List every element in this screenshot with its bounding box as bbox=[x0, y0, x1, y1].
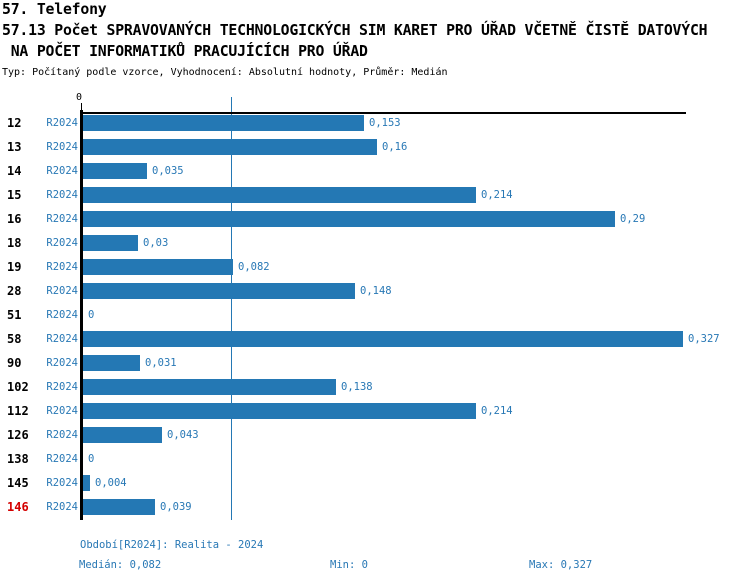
row-bar bbox=[83, 235, 138, 251]
row-series-label: R2024 bbox=[46, 453, 78, 465]
row-value-label: 0,29 bbox=[620, 213, 646, 225]
row-bar bbox=[83, 115, 364, 131]
row-category-label: 16 bbox=[7, 212, 22, 226]
row-bar bbox=[83, 427, 162, 443]
row-value-label: 0,214 bbox=[481, 405, 513, 417]
row-value-label: 0,035 bbox=[152, 165, 184, 177]
report-meta: Typ: Počítaný podle vzorce, Vyhodnocení:… bbox=[2, 67, 448, 78]
row-category-label: 15 bbox=[7, 188, 22, 202]
row-category-label: 28 bbox=[7, 284, 22, 298]
x-axis-top-line bbox=[80, 112, 686, 114]
row-category-label: 138 bbox=[7, 452, 29, 466]
row-category-label: 18 bbox=[7, 236, 22, 250]
row-value-label: 0 bbox=[88, 453, 95, 465]
y-axis-line bbox=[80, 110, 83, 520]
row-series-label: R2024 bbox=[46, 429, 78, 441]
row-bar bbox=[83, 331, 683, 347]
row-series-label: R2024 bbox=[46, 285, 78, 297]
row-series-label: R2024 bbox=[46, 237, 78, 249]
row-value-label: 0,043 bbox=[167, 429, 199, 441]
row-bar bbox=[83, 187, 476, 203]
row-value-label: 0 bbox=[88, 309, 95, 321]
row-bar bbox=[83, 139, 377, 155]
row-series-label: R2024 bbox=[46, 189, 78, 201]
footer-median: Medián: 0,082 bbox=[79, 559, 162, 571]
row-bar bbox=[83, 211, 615, 227]
row-series-label: R2024 bbox=[46, 357, 78, 369]
row-category-label: 126 bbox=[7, 428, 29, 442]
report-title-line-2: NA POČET INFORMATIKŮ PRACUJÍCÍCH PRO ÚŘA… bbox=[2, 43, 368, 60]
row-category-label: 112 bbox=[7, 404, 29, 418]
row-series-label: R2024 bbox=[46, 141, 78, 153]
row-value-label: 0,327 bbox=[688, 333, 720, 345]
row-category-label: 51 bbox=[7, 308, 22, 322]
row-category-label: 19 bbox=[7, 260, 22, 274]
row-value-label: 0,148 bbox=[360, 285, 392, 297]
row-value-label: 0,16 bbox=[382, 141, 408, 153]
row-bar bbox=[83, 355, 140, 371]
row-bar bbox=[83, 475, 90, 491]
row-category-label: 58 bbox=[7, 332, 22, 346]
row-value-label: 0,214 bbox=[481, 189, 513, 201]
footer-max: Max: 0,327 bbox=[529, 559, 593, 571]
report-section-title: 57. Telefony bbox=[2, 1, 107, 18]
row-category-label: 14 bbox=[7, 164, 22, 178]
footer-min: Min: 0 bbox=[330, 559, 368, 571]
row-series-label: R2024 bbox=[46, 477, 78, 489]
zero-tick bbox=[81, 103, 82, 111]
row-value-label: 0,153 bbox=[369, 117, 401, 129]
row-category-label: 145 bbox=[7, 476, 29, 490]
row-bar bbox=[83, 499, 155, 515]
row-bar bbox=[83, 163, 147, 179]
row-bar bbox=[83, 259, 233, 275]
row-bar bbox=[83, 379, 336, 395]
report-title-line-1: 57.13 Počet SPRAVOVANÝCH TECHNOLOGICKÝCH… bbox=[2, 22, 708, 39]
row-series-label: R2024 bbox=[46, 501, 78, 513]
row-value-label: 0,082 bbox=[238, 261, 270, 273]
row-bar bbox=[83, 283, 355, 299]
row-category-label: 12 bbox=[7, 116, 22, 130]
row-value-label: 0,03 bbox=[143, 237, 169, 249]
row-value-label: 0,031 bbox=[145, 357, 177, 369]
footer-period: Období[R2024]: Realita - 2024 bbox=[80, 539, 264, 551]
median-line bbox=[231, 97, 232, 520]
row-value-label: 0,039 bbox=[160, 501, 192, 513]
row-series-label: R2024 bbox=[46, 261, 78, 273]
row-category-label: 146 bbox=[7, 500, 29, 514]
row-series-label: R2024 bbox=[46, 381, 78, 393]
row-series-label: R2024 bbox=[46, 213, 78, 225]
row-value-label: 0,138 bbox=[341, 381, 373, 393]
zero-label: 0 bbox=[76, 92, 83, 103]
row-bar bbox=[83, 403, 476, 419]
row-category-label: 90 bbox=[7, 356, 22, 370]
row-value-label: 0,004 bbox=[95, 477, 127, 489]
row-series-label: R2024 bbox=[46, 333, 78, 345]
row-category-label: 102 bbox=[7, 380, 29, 394]
row-series-label: R2024 bbox=[46, 117, 78, 129]
row-category-label: 13 bbox=[7, 140, 22, 154]
row-series-label: R2024 bbox=[46, 309, 78, 321]
row-series-label: R2024 bbox=[46, 165, 78, 177]
row-series-label: R2024 bbox=[46, 405, 78, 417]
